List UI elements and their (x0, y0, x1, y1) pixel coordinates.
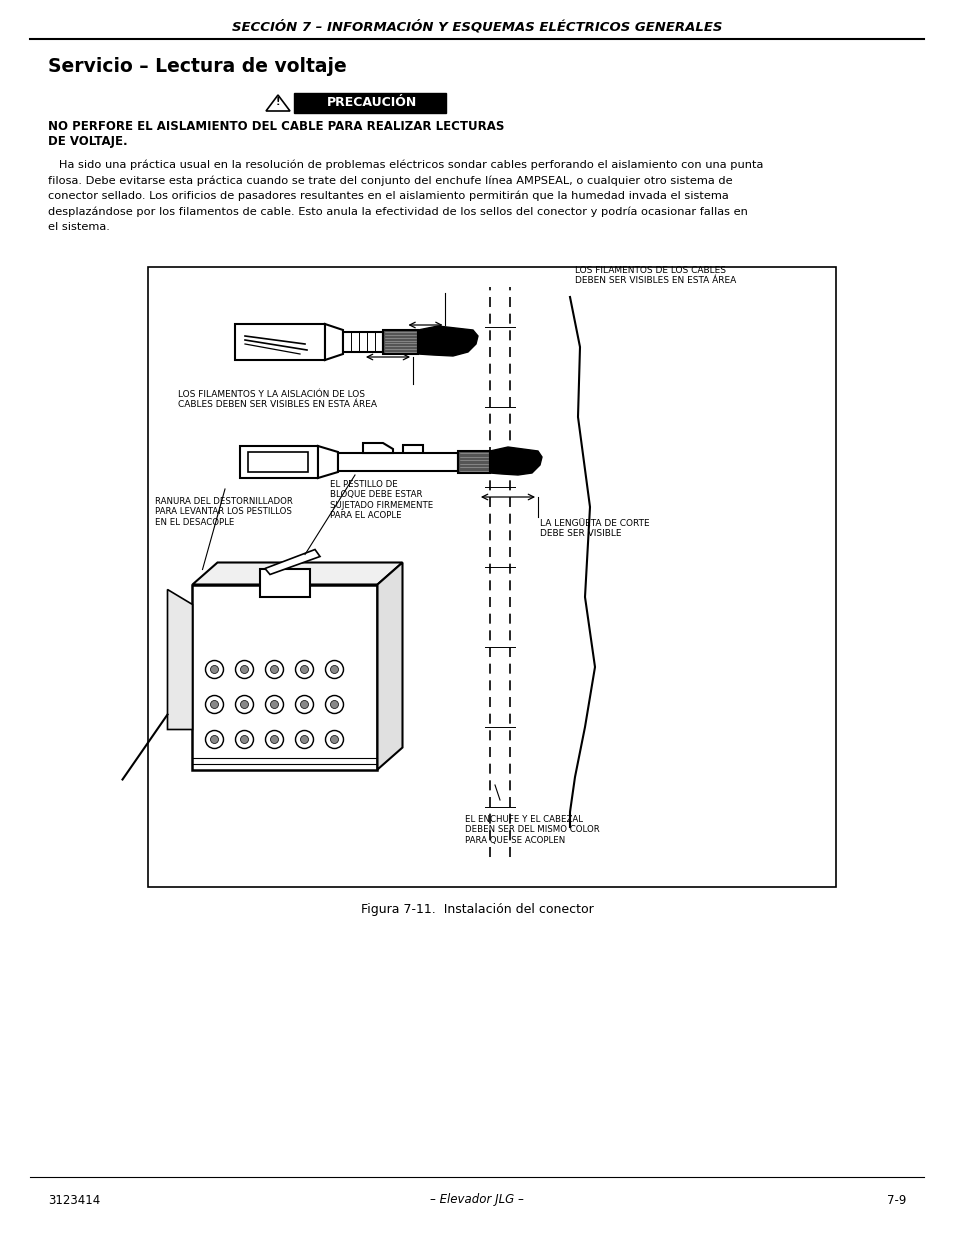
Circle shape (211, 666, 218, 673)
Circle shape (295, 695, 314, 714)
Bar (248, 452, 308, 472)
Circle shape (271, 700, 278, 709)
Circle shape (205, 730, 223, 748)
Circle shape (235, 661, 253, 678)
Circle shape (325, 661, 343, 678)
Bar (382, 330, 417, 354)
Text: conector sellado. Los orificios de pasadores resultantes en el aislamiento permi: conector sellado. Los orificios de pasad… (48, 190, 728, 201)
Text: SECCIÓN 7 – INFORMACIÓN Y ESQUEMAS ELÉCTRICOS GENERALES: SECCIÓN 7 – INFORMACIÓN Y ESQUEMAS ELÉCT… (232, 20, 721, 33)
Circle shape (295, 730, 314, 748)
Text: RANURA DEL DESTORNILLADOR
PARA LEVANTAR LOS PESTILLOS
EN EL DESACOPLE: RANURA DEL DESTORNILLADOR PARA LEVANTAR … (154, 496, 293, 527)
Polygon shape (325, 324, 343, 359)
Polygon shape (168, 589, 193, 730)
Circle shape (295, 661, 314, 678)
Text: EL PESTILLO DE
BLOQUE DEBE ESTAR
SUJETADO FIRMEMENTE
PARA EL ACOPLE: EL PESTILLO DE BLOQUE DEBE ESTAR SUJETAD… (330, 480, 433, 520)
Circle shape (325, 695, 343, 714)
Circle shape (205, 695, 223, 714)
Circle shape (300, 736, 308, 743)
Text: !: ! (275, 98, 280, 107)
Bar (193, 584, 377, 769)
Circle shape (300, 666, 308, 673)
Polygon shape (266, 95, 290, 111)
Text: EL ENCHUFE Y EL CABEZAL
DEBEN SER DEL MISMO COLOR
PARA QUE SE ACOPLEN: EL ENCHUFE Y EL CABEZAL DEBEN SER DEL MI… (464, 815, 599, 845)
Circle shape (240, 700, 248, 709)
Circle shape (240, 736, 248, 743)
Bar (337, 453, 457, 471)
Text: PRECAUCIÓN: PRECAUCIÓN (327, 95, 416, 109)
Text: LA LENGÜETA DE CORTE
DEBE SER VISIBLE: LA LENGÜETA DE CORTE DEBE SER VISIBLE (539, 519, 649, 538)
Circle shape (330, 700, 338, 709)
Circle shape (271, 666, 278, 673)
Bar (343, 332, 382, 352)
Polygon shape (490, 447, 541, 475)
Circle shape (240, 666, 248, 673)
Bar (240, 446, 317, 478)
Circle shape (235, 730, 253, 748)
Circle shape (271, 736, 278, 743)
Text: Figura 7-11.  Instalación del conector: Figura 7-11. Instalación del conector (360, 904, 593, 916)
Bar (260, 568, 310, 597)
Text: LOS FILAMENTOS DE LOS CABLES
DEBEN SER VISIBLES EN ESTA ÁREA: LOS FILAMENTOS DE LOS CABLES DEBEN SER V… (575, 266, 736, 285)
Bar (457, 451, 490, 473)
Polygon shape (265, 550, 319, 574)
Circle shape (265, 661, 283, 678)
Circle shape (325, 730, 343, 748)
Circle shape (330, 666, 338, 673)
Circle shape (205, 661, 223, 678)
Polygon shape (193, 562, 402, 584)
Text: LOS FILAMENTOS Y LA AISLACIÓN DE LOS
CABLES DEBEN SER VISIBLES EN ESTA ÁREA: LOS FILAMENTOS Y LA AISLACIÓN DE LOS CAB… (178, 390, 376, 409)
Bar (148, 267, 835, 887)
Polygon shape (317, 446, 337, 478)
Circle shape (265, 730, 283, 748)
Circle shape (235, 695, 253, 714)
Text: 3123414: 3123414 (48, 1193, 100, 1207)
Polygon shape (363, 443, 393, 453)
Text: filosa. Debe evitarse esta práctica cuando se trate del conjunto del enchufe lín: filosa. Debe evitarse esta práctica cuan… (48, 175, 732, 185)
Text: 7-9: 7-9 (885, 1193, 905, 1207)
Circle shape (211, 736, 218, 743)
Text: el sistema.: el sistema. (48, 222, 110, 232)
Circle shape (330, 736, 338, 743)
Text: desplazándose por los filamentos de cable. Esto anula la efectividad de los sell: desplazándose por los filamentos de cabl… (48, 206, 747, 217)
Text: Ha sido una práctica usual en la resolución de problemas eléctricos sondar cable: Ha sido una práctica usual en la resoluc… (48, 159, 762, 170)
Polygon shape (417, 326, 477, 356)
Circle shape (300, 700, 308, 709)
Text: – Elevador JLG –: – Elevador JLG – (430, 1193, 523, 1207)
Text: Servicio – Lectura de voltaje: Servicio – Lectura de voltaje (48, 58, 346, 77)
Text: NO PERFORE EL AISLAMIENTO DEL CABLE PARA REALIZAR LECTURAS: NO PERFORE EL AISLAMIENTO DEL CABLE PARA… (48, 121, 504, 133)
Circle shape (265, 695, 283, 714)
Polygon shape (377, 562, 402, 769)
Circle shape (211, 700, 218, 709)
Bar (294, 93, 446, 112)
Bar (234, 324, 325, 359)
Text: DE VOLTAJE.: DE VOLTAJE. (48, 135, 128, 147)
